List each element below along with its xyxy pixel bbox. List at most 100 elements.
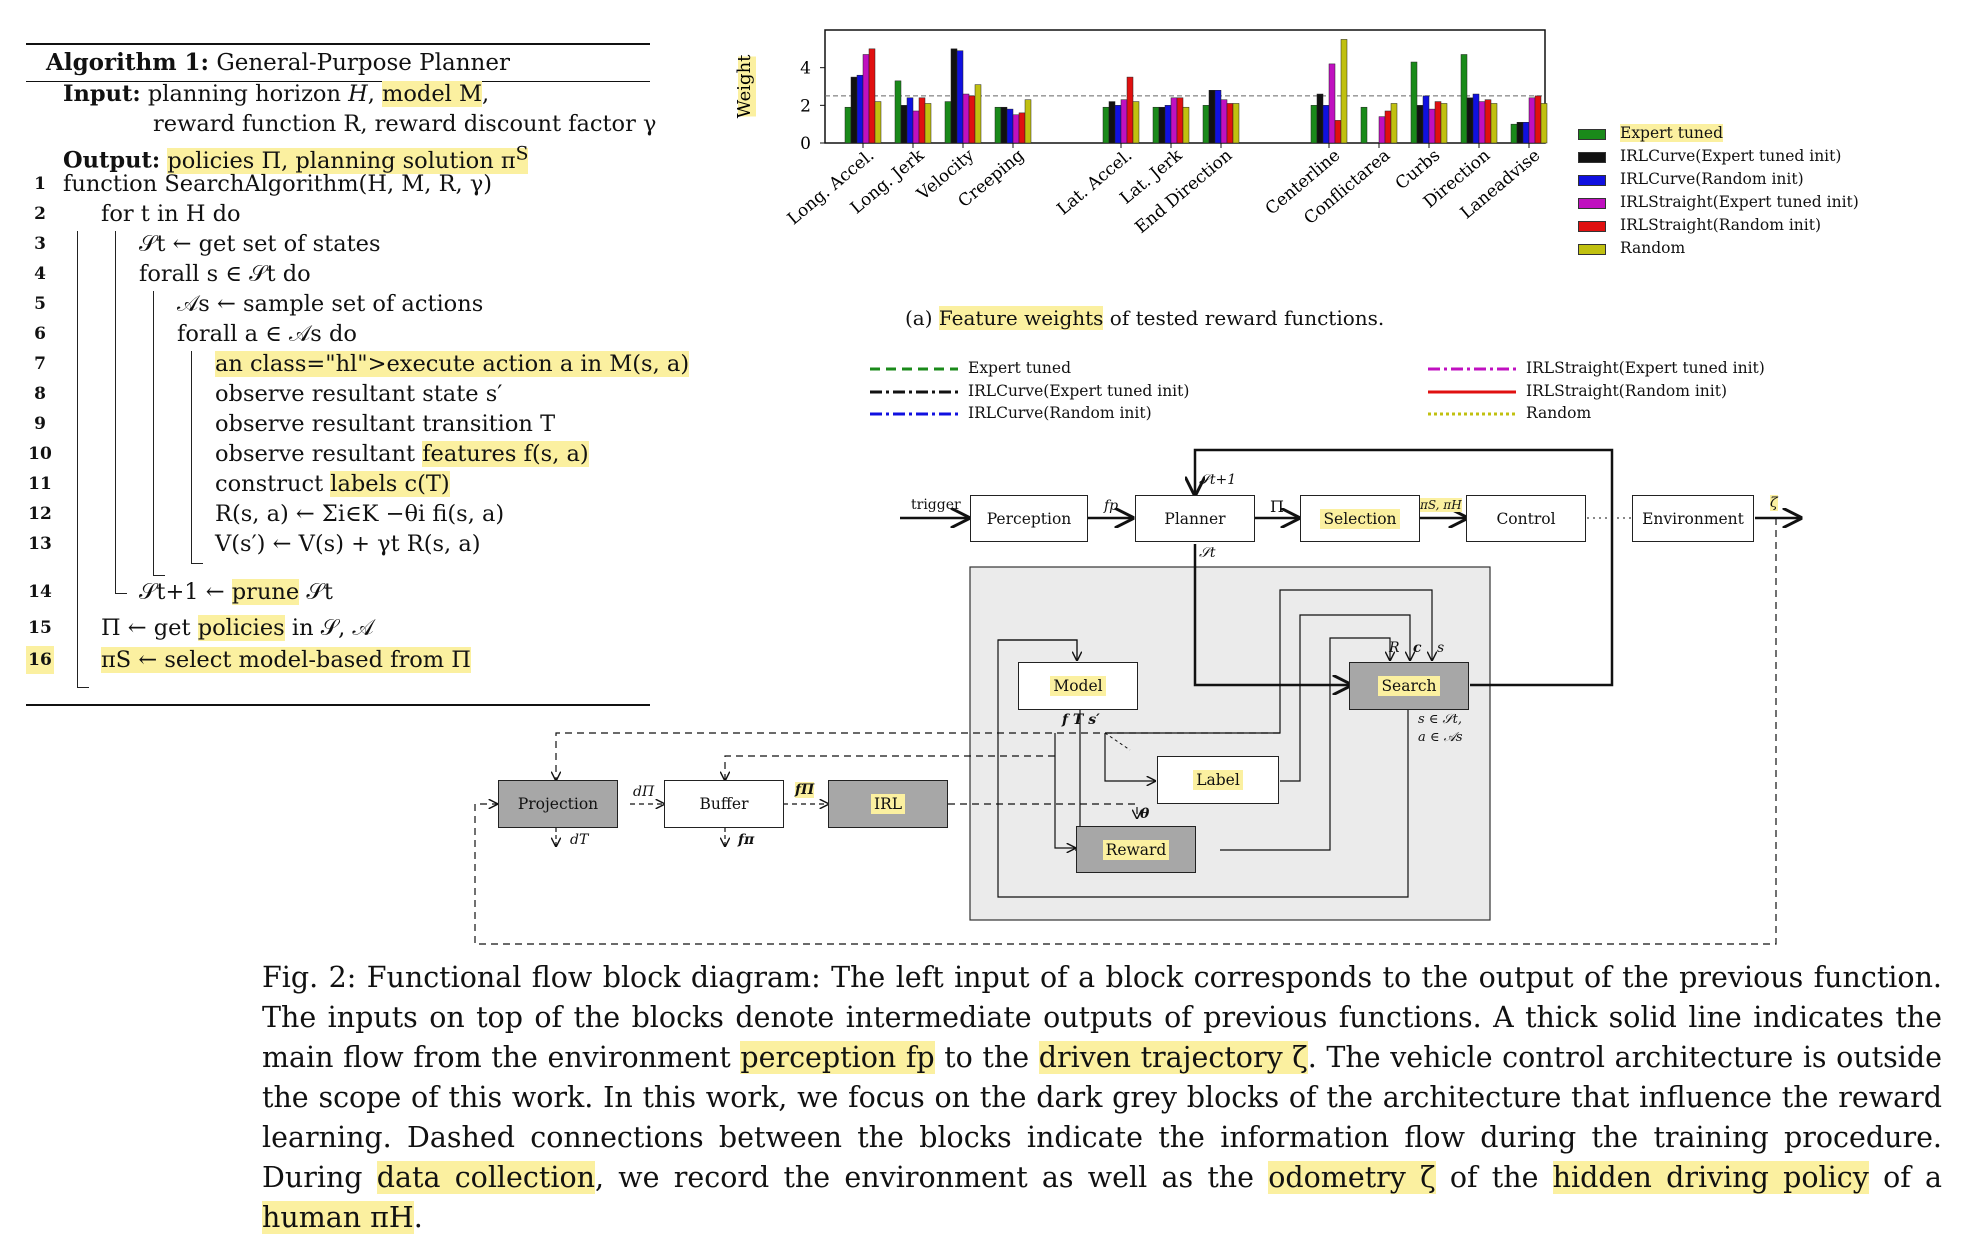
subcaption: (a) Feature weights of tested reward fun… bbox=[905, 306, 1384, 330]
algorithm-line-text: observe resultant features f(s, a) bbox=[215, 441, 589, 467]
pi-label: Π bbox=[1270, 497, 1284, 516]
bar bbox=[874, 101, 882, 144]
algorithm-title-text: General-Purpose Planner bbox=[209, 50, 510, 76]
projection-block[interactable]: Projection bbox=[498, 780, 618, 828]
legend-label: IRLCurve(Expert tuned init) bbox=[1620, 147, 1842, 165]
caption-highlight-odometry: odometry ζ bbox=[1268, 1161, 1436, 1194]
s-t1-label: 𝒮t+1 bbox=[1199, 472, 1237, 488]
f-T-s-label: f T s′ bbox=[1062, 712, 1100, 728]
subcaption-highlight: Feature weights bbox=[938, 306, 1104, 330]
algorithm-line-text: 𝒮t+1 ← prune 𝒮t bbox=[139, 579, 333, 605]
line-legend-entry: Expert tuned bbox=[870, 359, 1071, 377]
bar bbox=[1410, 61, 1418, 144]
legend-swatch bbox=[1578, 220, 1606, 232]
y-axis-label: Weight bbox=[734, 54, 755, 119]
perception-label: Perception bbox=[986, 509, 1072, 528]
bar bbox=[1490, 103, 1498, 144]
R-label: R bbox=[1389, 640, 1400, 656]
buffer-block[interactable]: Buffer bbox=[664, 780, 784, 828]
control-block[interactable]: Control bbox=[1466, 495, 1586, 542]
algorithm-bottom-rule bbox=[26, 704, 650, 706]
subcaption-prefix: (a) bbox=[905, 306, 939, 330]
bar bbox=[1540, 103, 1548, 144]
output-text: policies Π, planning solution π bbox=[167, 147, 516, 174]
caption-highlight-trajectory: driven trajectory ζ bbox=[1038, 1041, 1308, 1074]
d-pi-label: dΠ bbox=[633, 784, 655, 800]
caption-part-1: Fig. 2: Functional flow block diagram: T… bbox=[262, 961, 1942, 1074]
model-block[interactable]: Model bbox=[1018, 662, 1138, 710]
algorithm-title: Algorithm 1: General-Purpose Planner bbox=[26, 45, 650, 81]
reward-block[interactable]: Reward bbox=[1076, 826, 1196, 873]
line-legend-label: IRLStraight(Expert tuned init) bbox=[1526, 359, 1765, 377]
legend-swatch bbox=[1578, 243, 1606, 255]
algorithm-output-line: Output: policies Π, planning solution πS bbox=[63, 140, 529, 175]
algorithm-line-text: πS ← select model-based from Π bbox=[101, 647, 471, 673]
algorithm-line-number: 4 bbox=[34, 264, 46, 284]
caption-highlight-policy: hidden driving policy bbox=[1552, 1161, 1869, 1194]
algorithm-box: Algorithm 1: General-Purpose Planner bbox=[26, 43, 650, 82]
algo-bar-forall-s-end bbox=[153, 575, 165, 576]
line-legend-entry: IRLStraight(Random init) bbox=[1428, 382, 1727, 400]
bar bbox=[1328, 63, 1336, 144]
algorithm-line-number: 11 bbox=[28, 474, 52, 494]
line-legend-entry: IRLStraight(Expert tuned init) bbox=[1428, 359, 1765, 377]
algorithm-input-line2: reward function R, reward discount facto… bbox=[153, 111, 657, 137]
algorithm-line-number: 15 bbox=[28, 618, 52, 638]
line-legend-label: Expert tuned bbox=[968, 359, 1072, 377]
input-text-b: , bbox=[367, 81, 383, 107]
algo-bar-function-end bbox=[77, 687, 89, 688]
legend-swatch bbox=[1578, 151, 1606, 163]
caption-part-3: . The vehicle control architecture is ou… bbox=[262, 1041, 1942, 1194]
algorithm-line-number: 3 bbox=[34, 234, 46, 254]
bar bbox=[1024, 99, 1032, 144]
algorithm-line-text: observe resultant state s′ bbox=[215, 381, 503, 407]
irl-block[interactable]: IRL bbox=[828, 780, 948, 828]
planner-block[interactable]: Planner bbox=[1135, 495, 1255, 542]
line-legend-label: IRLStraight(Random init) bbox=[1526, 382, 1728, 400]
bar bbox=[924, 103, 932, 144]
line-legend-sample bbox=[1428, 390, 1516, 394]
figure-caption: Fig. 2: Functional flow block diagram: T… bbox=[262, 958, 1942, 1238]
c-label: c bbox=[1413, 640, 1422, 656]
caption-part-7: . bbox=[413, 1201, 423, 1234]
algorithm-title-label: Algorithm 1: bbox=[46, 49, 210, 76]
trigger-label: trigger bbox=[911, 497, 961, 513]
line-legend-label: IRLCurve(Random init) bbox=[968, 404, 1152, 422]
legend-label: IRLStraight(Random init) bbox=[1620, 216, 1822, 234]
zeta-label: ζ bbox=[1770, 495, 1778, 511]
bar bbox=[1390, 103, 1398, 144]
algo-bar-forall-a bbox=[191, 351, 192, 563]
selection-block[interactable]: Selection bbox=[1300, 495, 1420, 542]
output-label: Output: bbox=[63, 147, 161, 174]
legend-label: IRLCurve(Random init) bbox=[1620, 170, 1804, 188]
bar bbox=[1340, 39, 1348, 144]
caption-part-4: , we record the environment as well as t… bbox=[594, 1161, 1269, 1194]
input-H: H bbox=[348, 81, 368, 107]
algorithm-line-text: R(s, a) ← Σi∈K −θi fi(s, a) bbox=[215, 501, 505, 527]
legend-entry: Expert tuned bbox=[1578, 124, 1724, 142]
legend-entry: IRLCurve(Random init) bbox=[1578, 170, 1804, 188]
f-pistar-label: fπ bbox=[738, 832, 755, 848]
algorithm-line-text: V(s′) ← V(s) + γt R(s, a) bbox=[215, 531, 481, 557]
algorithm-line-number: 8 bbox=[34, 384, 46, 404]
legend-swatch bbox=[1578, 197, 1606, 209]
algorithm-top-rule bbox=[26, 43, 650, 45]
label-label: Label bbox=[1193, 770, 1243, 790]
label-block[interactable]: Label bbox=[1157, 756, 1279, 804]
algorithm-line-text: an class="hl">execute action a in M(s, a… bbox=[215, 351, 690, 377]
caption-part-6: of a bbox=[1868, 1161, 1943, 1194]
algo-bar-forall-s bbox=[153, 291, 154, 575]
algorithm-line-number: 14 bbox=[28, 582, 52, 602]
search-block[interactable]: Search bbox=[1349, 662, 1469, 710]
line-legend-sample bbox=[1428, 367, 1516, 371]
caption-highlight-perception: perception fp bbox=[740, 1041, 935, 1074]
algorithm-line-number: 2 bbox=[34, 204, 46, 224]
algo-bar-for-end bbox=[115, 593, 127, 594]
legend-label: Random bbox=[1620, 239, 1686, 257]
y-tick-label: 2 bbox=[800, 96, 811, 116]
algo-bar-function bbox=[77, 231, 78, 687]
environment-block[interactable]: Environment bbox=[1632, 495, 1754, 542]
perception-block[interactable]: Perception bbox=[970, 495, 1088, 542]
